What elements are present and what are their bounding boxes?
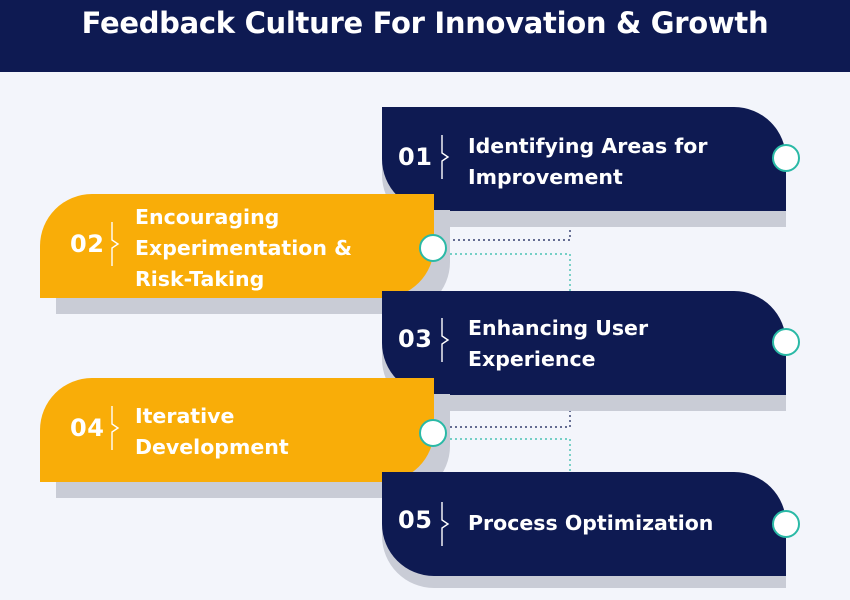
step-03-number: 03 xyxy=(398,325,433,353)
step-01-label: Identifying Areas for Improvement xyxy=(468,134,708,189)
step-04-label: Iterative Development xyxy=(135,404,289,459)
chevron-divider-icon xyxy=(441,502,450,546)
page-title: Feedback Culture For Innovation & Growth xyxy=(81,6,769,40)
step-03-label: Enhancing User Experience xyxy=(468,316,649,371)
step-01: 01 Identifying Areas for Improvement xyxy=(382,107,786,227)
step-01-card xyxy=(382,107,786,211)
step-02-number: 02 xyxy=(70,230,105,258)
step-03-card xyxy=(382,291,786,395)
step-05-number: 05 xyxy=(398,506,433,534)
step-02-card xyxy=(40,194,434,298)
step-03-node xyxy=(772,328,800,356)
connector-04-05-teal xyxy=(450,438,571,474)
chevron-divider-icon xyxy=(111,222,120,266)
chevron-divider-icon xyxy=(111,406,120,450)
step-02-node xyxy=(419,234,447,262)
step-04-card xyxy=(40,378,434,482)
step-05-card xyxy=(382,472,786,576)
step-05-node xyxy=(772,510,800,538)
step-01-number: 01 xyxy=(398,143,433,171)
header-bar xyxy=(0,0,850,72)
step-02-label: Encouraging Experimentation & Risk-Takin… xyxy=(135,205,352,291)
step-05: 05 Process Optimization xyxy=(382,472,786,588)
step-01-node xyxy=(772,144,800,172)
step-04-number: 04 xyxy=(70,414,105,442)
step-04: 04 Iterative Development xyxy=(40,378,450,498)
step-05-label: Process Optimization xyxy=(468,511,714,535)
step-03: 03 Enhancing User Experience xyxy=(382,291,786,411)
chevron-divider-icon xyxy=(441,318,450,362)
step-04-node xyxy=(419,419,447,447)
chevron-divider-icon xyxy=(441,135,450,179)
connector-02-03-teal xyxy=(450,253,571,292)
step-02: 02 Encouraging Experimentation & Risk-Ta… xyxy=(40,194,450,314)
